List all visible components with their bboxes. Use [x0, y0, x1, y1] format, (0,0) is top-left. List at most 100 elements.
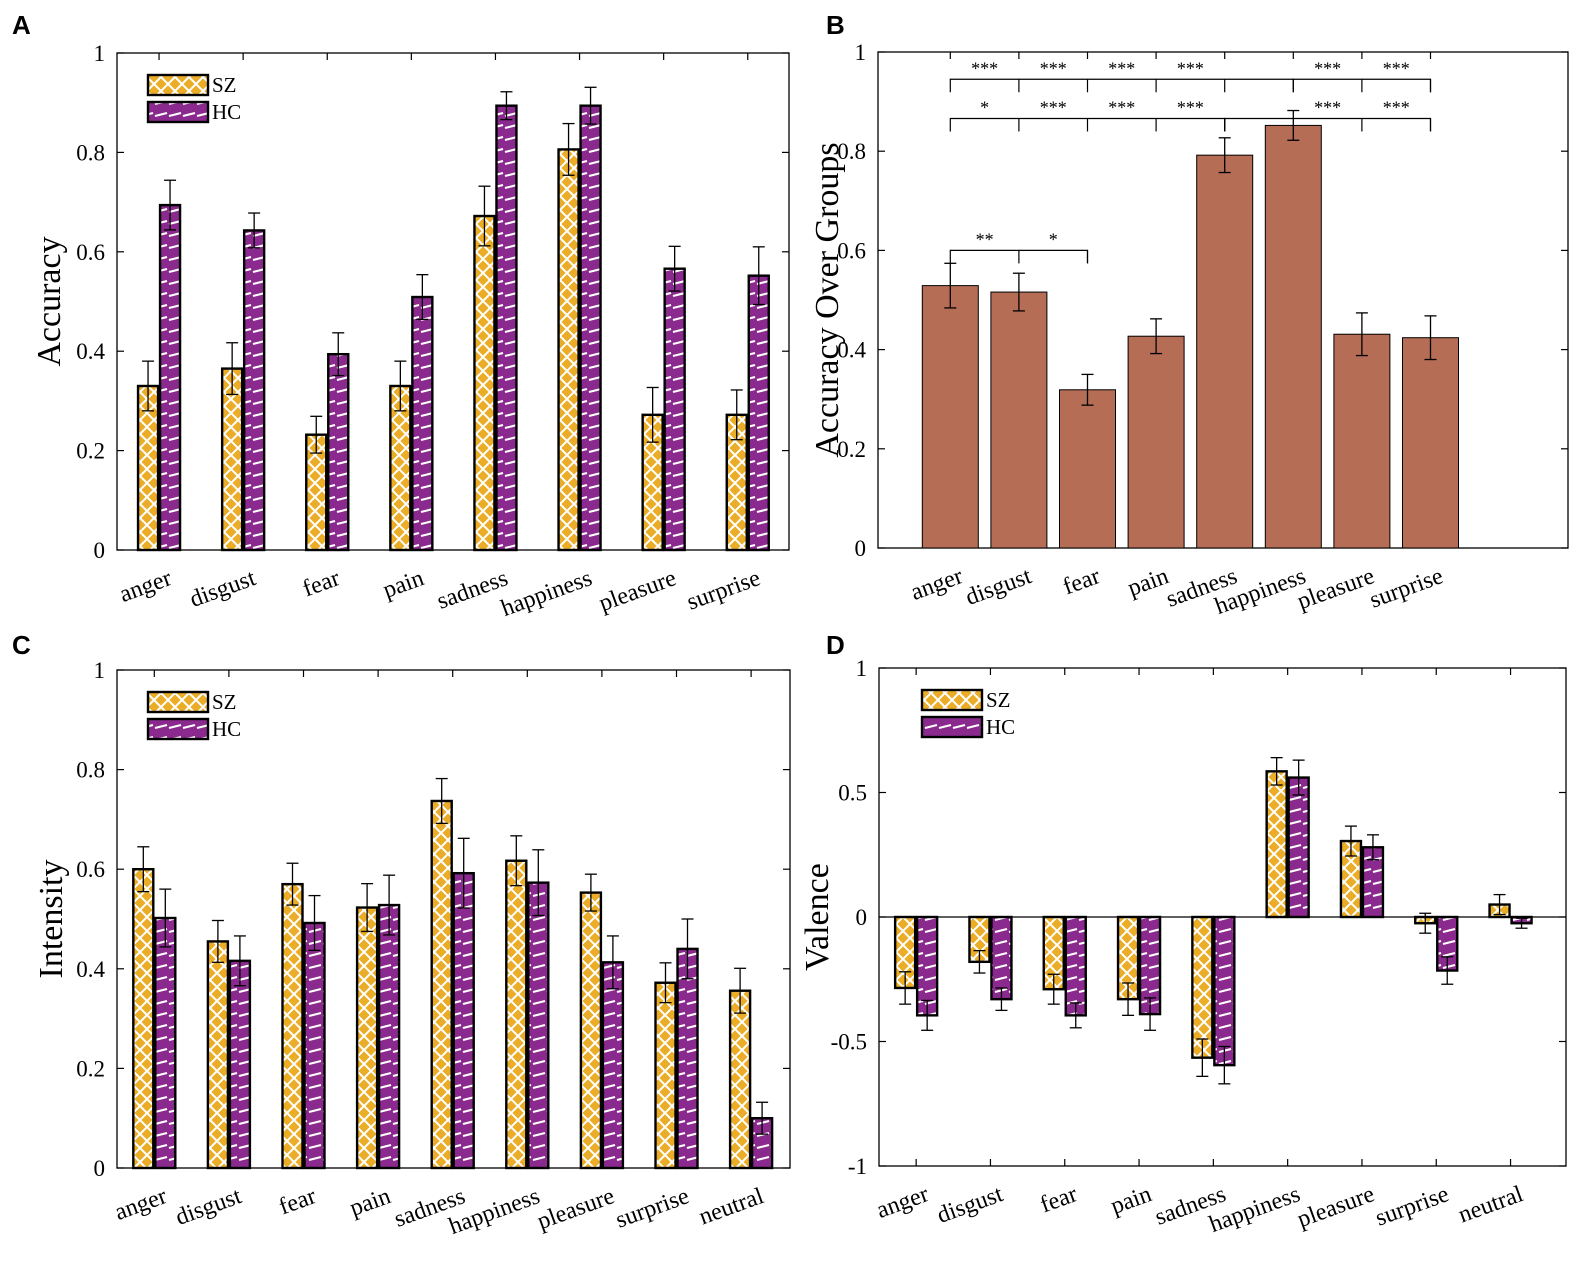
y-axis-label: Accuracy Over Groups [809, 142, 846, 457]
bar-avg-surprise [1402, 337, 1459, 549]
x-tick-label-fear: fear [299, 565, 343, 602]
legend-swatch-sz [146, 73, 210, 97]
significance-label: *** [1177, 58, 1204, 78]
legend-swatch-hc [146, 100, 210, 124]
bar-sz-sadness [1191, 915, 1214, 1059]
y-axis-label: Intensity [33, 860, 70, 979]
bar-sz-disgust [220, 367, 244, 552]
x-tick-label-pleasure: pleasure [596, 565, 680, 617]
bar-hc-sadness [1213, 915, 1236, 1067]
y-tick-label: 0.6 [837, 238, 866, 263]
panel-letter-b: B [826, 10, 845, 40]
x-tick-label-sadness: sadness [434, 565, 512, 615]
panel-c: C 0 0.2 0.4 0.6 0.8 1 Intensity anger disgust fear… [12, 630, 791, 1240]
x-tick-label-fear: fear [1060, 563, 1104, 600]
x-tick-label-surprise: surprise [684, 565, 764, 615]
bar-hc-sadness [495, 104, 518, 552]
y-tick-label: 1 [94, 658, 106, 683]
significance-label: ** [976, 229, 994, 249]
y-tick-label: 0 [855, 536, 867, 561]
y-tick-label: 0.2 [76, 1056, 105, 1081]
y-tick-label: 0.2 [76, 439, 105, 464]
y-tick-label: 1 [94, 41, 106, 66]
bar-sz-happiness [1265, 770, 1288, 919]
panel-letter-d: D [826, 630, 845, 660]
bar-hc-happiness [579, 104, 602, 552]
x-tick-label-neutral: neutral [696, 1183, 768, 1230]
bar-sz-happiness [505, 859, 528, 1170]
x-tick-label-anger: anger [873, 1181, 932, 1224]
x-tick-label-happiness: happiness [498, 565, 596, 622]
bar-sz-anger [132, 868, 155, 1170]
bar-sz-surprise [654, 981, 677, 1170]
y-tick-label: 0 [94, 538, 106, 563]
x-tick-label-disgust: disgust [186, 565, 259, 613]
y-tick-label: 0 [856, 905, 868, 930]
bar-hc-pain [377, 903, 401, 1170]
y-axis-label: Valence [799, 863, 836, 971]
significance-label: *** [971, 58, 998, 78]
y-tick-label: -1 [848, 1154, 867, 1179]
significance-label: *** [1040, 97, 1067, 117]
bar-hc-fear [303, 921, 326, 1170]
y-tick-label: 0.2 [837, 437, 866, 462]
bar-hc-fear [1064, 915, 1087, 1017]
legend: SZ HC [920, 688, 1015, 739]
significance-label: *** [1040, 58, 1067, 78]
bar-avg-pleasure [1333, 333, 1391, 549]
bar-hc-anger [158, 203, 182, 552]
significance-label: *** [1383, 58, 1410, 78]
y-tick-label: 0.8 [837, 139, 866, 164]
bar-avg-sadness [1196, 154, 1254, 549]
bar-sz-fear [281, 882, 304, 1170]
legend-label-hc: HC [212, 100, 241, 124]
bar-hc-sadness [452, 871, 475, 1170]
bar-sz-happiness [557, 148, 580, 552]
bar-sz-sadness [473, 214, 496, 552]
significance-bracket [949, 78, 1294, 93]
legend-swatch-sz [920, 688, 984, 712]
x-tick-label-pain: pain [1107, 1181, 1155, 1220]
y-tick-label: 0.6 [76, 240, 105, 265]
bar-sz-sadness [430, 799, 453, 1170]
y-tick-label: 1 [856, 656, 868, 681]
x-tick-label-pain: pain [346, 1183, 394, 1222]
x-tick-label-pleasure: pleasure [534, 1183, 618, 1235]
significance-label: *** [1383, 97, 1410, 117]
bar-hc-fear [327, 352, 350, 552]
x-tick-label-disgust: disgust [172, 1183, 245, 1231]
bar-avg-pain [1127, 335, 1185, 549]
legend-swatch-sz [146, 690, 210, 714]
bar-avg-disgust [990, 291, 1048, 549]
x-tick-label-neutral: neutral [1455, 1181, 1527, 1228]
bar-hc-disgust [228, 959, 252, 1170]
y-tick-label: -0.5 [831, 1030, 867, 1055]
legend-label-hc: HC [986, 715, 1015, 739]
y-axis-label: Accuracy [31, 236, 68, 366]
bar-hc-surprise [676, 947, 699, 1170]
significance-bracket [1224, 117, 1432, 132]
y-tick-label: 0.4 [837, 338, 866, 363]
bar-hc-pleasure [601, 961, 625, 1170]
significance-label: *** [1108, 97, 1135, 117]
y-tick-label: 0.5 [838, 781, 867, 806]
legend: SZ HC [146, 73, 241, 124]
panel-b: B 0 0.2 0.4 0.6 0.8 1 Accuracy Over Groups anger… [809, 10, 1569, 620]
y-tick-label: 0.4 [76, 957, 105, 982]
y-tick-label: 0 [94, 1156, 106, 1181]
x-tick-label-pain: pain [380, 565, 428, 604]
bar-hc-happiness [1287, 776, 1310, 919]
bar-sz-disgust [206, 940, 230, 1170]
significance-label: *** [1314, 97, 1341, 117]
bar-avg-fear [1059, 389, 1116, 549]
bar-sz-pleasure [579, 891, 603, 1170]
bar-hc-disgust [242, 229, 266, 552]
bar-hc-happiness [527, 881, 550, 1170]
y-tick-label: 0.4 [76, 339, 105, 364]
significance-label: * [1049, 229, 1058, 249]
y-tick-label: 0.8 [76, 758, 105, 783]
x-tick-label-disgust: disgust [962, 563, 1035, 611]
panel-d: D -1 -0.5 0 0.5 1 Valence anger disgust fear pain s… [799, 630, 1567, 1238]
